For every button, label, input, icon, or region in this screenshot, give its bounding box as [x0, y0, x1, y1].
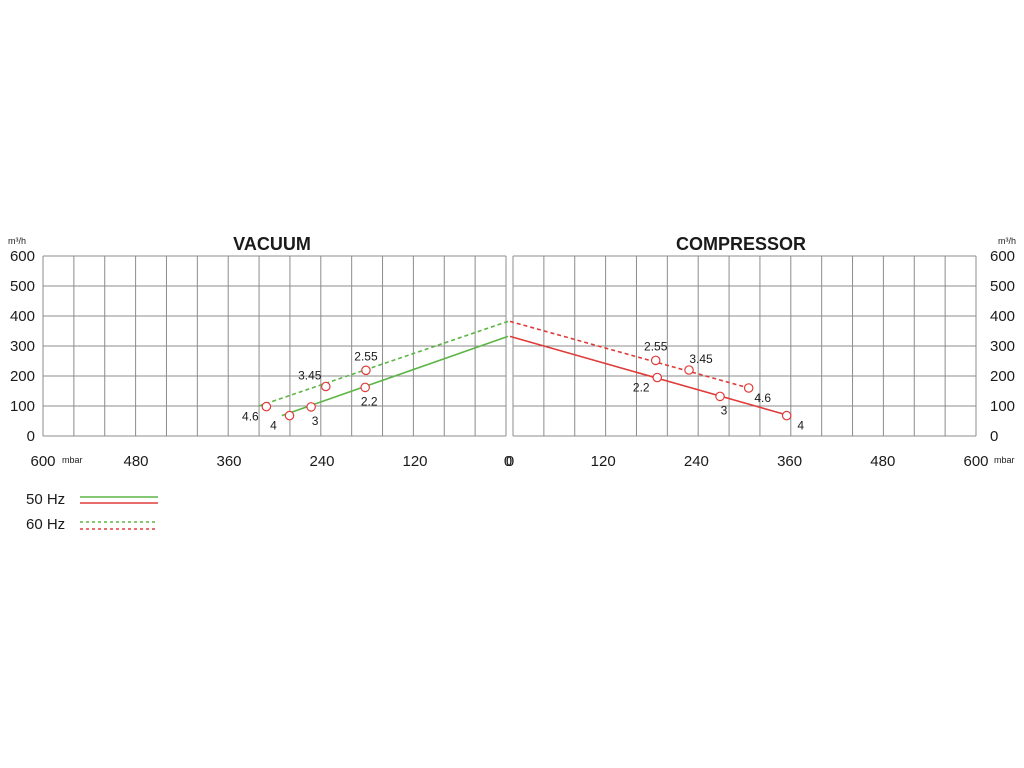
vac-point-marker [261, 401, 272, 412]
vac-point-marker [321, 381, 331, 392]
cmp-y-tick-label: 200 [990, 368, 1015, 385]
compressor-series [509, 320, 790, 417]
cmp-series-60hz [509, 320, 749, 389]
legend-item-50hz: 50 Hz [26, 491, 158, 508]
cmp-point-label: 4.6 [754, 391, 771, 405]
cmp-y-tick-label: 100 [990, 398, 1015, 415]
vacuum-x-unit: mbar [62, 455, 83, 465]
vac-y-tick-label: 100 [10, 398, 35, 415]
vac-y-tick-label: 400 [10, 308, 35, 325]
vac-point-marker [284, 410, 295, 421]
compressor-x-ticks: 0 120 240 360 480 600 [506, 453, 989, 470]
cmp-y-tick-label: 600 [990, 248, 1015, 265]
cmp-y-tick-label: 0 [990, 428, 998, 445]
vacuum-y-unit: m³/h [8, 236, 26, 246]
vacuum-series [256, 320, 509, 417]
cmp-x-tick-label: 240 [684, 453, 709, 470]
vac-y-tick-label: 0 [27, 428, 35, 445]
compressor-y-ticks: 600 500 400 300 200 100 0 [990, 248, 1015, 445]
vac-point-label: 2.2 [361, 394, 378, 408]
vac-series-50hz [281, 335, 509, 417]
legend-label-50hz: 50 Hz [26, 491, 65, 508]
legend: 50 Hz 60 Hz [26, 491, 158, 533]
cmp-point-label: 2.2 [633, 381, 650, 395]
cmp-point-marker [781, 410, 792, 421]
vac-x-tick-label: 0 [504, 453, 512, 470]
cmp-x-tick-label: 600 [963, 453, 988, 470]
vac-x-tick-label: 120 [402, 453, 427, 470]
vac-point-label: 4.6 [242, 410, 259, 424]
vac-point-label: 2.55 [354, 349, 378, 363]
cmp-point-marker [652, 372, 663, 383]
vacuum-y-ticks: 600 500 400 300 200 100 0 [10, 248, 35, 445]
cmp-point-label: 3 [721, 403, 728, 417]
cmp-point-label: 4 [797, 419, 804, 433]
vac-series-60hz [256, 320, 509, 408]
cmp-point-marker [684, 365, 694, 375]
cmp-point-marker [743, 383, 754, 393]
cmp-y-tick-label: 500 [990, 278, 1015, 295]
cmp-point-marker [715, 391, 725, 402]
compressor-x-unit: mbar [994, 455, 1015, 465]
legend-label-60hz: 60 Hz [26, 516, 65, 533]
vac-y-tick-label: 200 [10, 368, 35, 385]
vacuum-x-ticks: 600 480 360 240 120 0 [30, 453, 512, 470]
vacuum-points: 2.2 3 4 2.55 3.45 4.6 [242, 349, 378, 432]
cmp-point-label: 2.55 [644, 339, 668, 353]
cmp-point-marker [650, 355, 661, 366]
vacuum-panel: VACUUM m³/h mbar 600 500 400 300 200 100 0 600… [8, 234, 512, 470]
compressor-title: COMPRESSOR [676, 234, 806, 254]
vac-point-marker [360, 382, 370, 393]
vac-x-tick-label: 480 [123, 453, 148, 470]
vac-point-label: 4 [270, 419, 277, 433]
compressor-y-unit: m³/h [998, 236, 1016, 246]
cmp-series-50hz [509, 335, 790, 417]
compressor-grid [512, 255, 977, 437]
cmp-x-tick-label: 120 [591, 453, 616, 470]
cmp-x-tick-label: 480 [870, 453, 895, 470]
cmp-x-tick-label: 360 [777, 453, 802, 470]
vac-x-tick-label: 360 [216, 453, 241, 470]
compressor-points: 2.2 3 4 2.55 3.45 4.6 [633, 339, 804, 432]
cmp-x-tick-label: 0 [506, 453, 514, 470]
vacuum-title: VACUUM [233, 234, 311, 254]
vac-x-tick-label: 600 [30, 453, 55, 470]
vac-point-label: 3 [312, 414, 319, 428]
cmp-y-tick-label: 300 [990, 338, 1015, 355]
vac-y-tick-label: 500 [10, 278, 35, 295]
vacuum-grid [42, 255, 507, 437]
vac-y-tick-label: 600 [10, 248, 35, 265]
vac-y-tick-label: 300 [10, 338, 35, 355]
vac-point-marker [361, 365, 371, 376]
legend-item-60hz: 60 Hz [26, 516, 158, 533]
compressor-panel: COMPRESSOR m³/h mbar 6005004003002001000… [506, 234, 1016, 470]
vac-point-label: 3.45 [298, 369, 322, 383]
vac-point-marker [306, 402, 316, 412]
cmp-point-label: 3.45 [689, 352, 713, 366]
vac-x-tick-label: 240 [309, 453, 334, 470]
cmp-y-tick-label: 400 [990, 308, 1015, 325]
